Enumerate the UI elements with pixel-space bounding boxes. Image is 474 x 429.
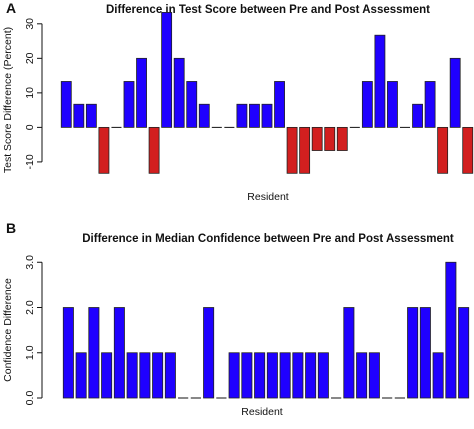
bar bbox=[317, 352, 329, 399]
bar bbox=[419, 307, 431, 399]
bar bbox=[387, 81, 398, 128]
bar bbox=[407, 307, 419, 399]
x-axis-label: Resident bbox=[247, 191, 289, 203]
bar bbox=[164, 352, 176, 399]
bar bbox=[336, 126, 348, 151]
y-tick-label: 30 bbox=[24, 18, 36, 30]
y-tick-label: -10 bbox=[24, 154, 36, 169]
bar bbox=[139, 352, 151, 399]
panel-label-a: A bbox=[6, 0, 17, 16]
bar bbox=[98, 126, 110, 174]
bar bbox=[85, 103, 97, 128]
y-axis-label: Test Score Difference (Percent) bbox=[2, 27, 14, 173]
bar bbox=[148, 126, 160, 174]
bar bbox=[462, 126, 474, 174]
y-tick-label: 3.0 bbox=[24, 255, 36, 270]
bar bbox=[249, 103, 260, 128]
bar bbox=[305, 352, 317, 399]
bar bbox=[228, 352, 240, 399]
bar bbox=[274, 81, 285, 128]
bar bbox=[123, 81, 135, 128]
bar bbox=[75, 352, 87, 399]
bar bbox=[198, 103, 210, 128]
y-tick-label: 0 bbox=[24, 124, 36, 130]
bar bbox=[449, 57, 461, 128]
bar bbox=[152, 352, 164, 399]
bar bbox=[266, 352, 278, 399]
bar bbox=[113, 307, 125, 399]
bar bbox=[173, 57, 185, 128]
chart-title: Difference in Test Score between Pre and… bbox=[106, 4, 430, 16]
bar bbox=[279, 352, 291, 399]
x-axis-label: Resident bbox=[241, 406, 283, 418]
y-tick-label: 0.0 bbox=[24, 391, 36, 406]
y-tick-label: 1.0 bbox=[24, 345, 36, 360]
bar bbox=[126, 352, 138, 399]
bar bbox=[458, 307, 470, 399]
bar bbox=[236, 103, 248, 128]
bar bbox=[445, 261, 457, 399]
bar bbox=[73, 103, 85, 128]
bar bbox=[62, 307, 74, 399]
bar bbox=[368, 352, 380, 399]
chart-test-score: Difference in Test Score between Pre and… bbox=[2, 4, 474, 203]
bar bbox=[88, 307, 100, 399]
chart-title: Difference in Median Confidence between … bbox=[82, 233, 454, 245]
bar bbox=[261, 103, 273, 128]
bar bbox=[299, 126, 311, 174]
y-tick-label: 10 bbox=[24, 87, 36, 99]
bar bbox=[292, 352, 304, 399]
bar bbox=[286, 126, 298, 174]
bar bbox=[356, 352, 368, 399]
bar bbox=[374, 34, 386, 128]
bar bbox=[412, 103, 423, 128]
bar bbox=[136, 57, 147, 128]
bar bbox=[311, 126, 323, 151]
y-axis-label: Confidence Difference bbox=[2, 278, 14, 382]
panel-label-b: B bbox=[6, 220, 17, 236]
y-tick-label: 20 bbox=[24, 52, 36, 64]
bar bbox=[186, 81, 198, 128]
bar bbox=[161, 12, 173, 128]
bar bbox=[203, 307, 215, 399]
bar bbox=[343, 307, 355, 399]
bar bbox=[432, 352, 444, 399]
bar bbox=[324, 126, 336, 151]
bar bbox=[254, 352, 266, 399]
bar bbox=[60, 81, 72, 128]
bar bbox=[101, 352, 113, 399]
chart-confidence: Difference in Median Confidence between … bbox=[2, 233, 470, 418]
bar bbox=[241, 352, 253, 399]
bar bbox=[437, 126, 449, 174]
bar bbox=[361, 81, 373, 128]
y-tick-label: 2.0 bbox=[24, 300, 36, 315]
bar bbox=[424, 81, 436, 128]
